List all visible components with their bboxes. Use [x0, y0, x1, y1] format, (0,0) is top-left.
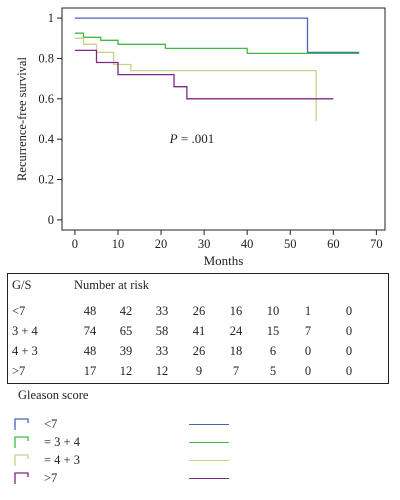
legend-item-line [189, 442, 229, 443]
plot-frame [61, 7, 386, 231]
x-tick-label: 60 [327, 237, 340, 251]
legend-item: >7 [14, 471, 394, 487]
risk-cell: 58 [155, 324, 169, 338]
risk-row-label: <7 [12, 304, 26, 318]
legend-item-line [189, 460, 229, 461]
risk-cell: 16 [229, 304, 243, 318]
risk-cell: 33 [155, 344, 169, 358]
risk-cell: 42 [119, 304, 133, 318]
legend-item-label: >7 [44, 471, 58, 485]
risk-cell: 48 [83, 304, 97, 318]
y-tick-label: 0.8 [38, 51, 54, 65]
step-line-icon [14, 436, 29, 448]
risk-cell: 74 [83, 324, 97, 338]
risk-cell: 26 [192, 344, 206, 358]
risk-cell: 24 [229, 324, 243, 338]
risk-cell: 0 [304, 344, 312, 358]
legend-item: <7 [14, 417, 394, 433]
risk-cell: 26 [192, 304, 206, 318]
risk-cell: 1 [304, 304, 312, 318]
risk-cell: 7 [232, 364, 240, 378]
x-tick-label: 40 [241, 237, 254, 251]
risk-cell: 10 [266, 304, 280, 318]
km-chart: 0 10 20 30 40 50 60 70 0 0.2 0.4 0.6 0.8 1 Months Recur… [15, 7, 386, 268]
risk-cell: 12 [155, 364, 169, 378]
risk-row-label: >7 [12, 364, 26, 378]
risk-cell: 0 [345, 364, 353, 378]
x-tick-label: 20 [155, 237, 168, 251]
y-tick-label: 0 [48, 213, 54, 227]
risk-cell: 12 [119, 364, 133, 378]
risk-cell: 6 [269, 344, 277, 358]
risk-table-header: Number at risk [74, 278, 149, 292]
x-tick-label: 50 [284, 237, 297, 251]
legend-item: = 3 + 4 [14, 435, 394, 451]
x-tick-label: 10 [112, 237, 125, 251]
risk-cell: 39 [119, 344, 133, 358]
risk-cell: 9 [195, 364, 203, 378]
risk-cell: 18 [229, 344, 243, 358]
legend-item-line [189, 478, 229, 479]
y-tick-label: 0.6 [38, 92, 54, 106]
legend-item-line [189, 424, 229, 425]
legend-title: Gleason score [18, 388, 89, 402]
risk-cell: 65 [119, 324, 133, 338]
series-line [74, 49, 334, 100]
risk-cell: 48 [83, 344, 97, 358]
y-tick-label: 0.2 [38, 173, 54, 187]
legend: Gleason score <7 = 3 + 4 = 4 + 3 >7 [14, 387, 394, 497]
risk-cell: 15 [266, 324, 280, 338]
y-tick-label: 0.4 [38, 132, 54, 146]
step-line-icon [14, 454, 29, 466]
risk-cell: 33 [155, 304, 169, 318]
risk-table: G/S Number at risk <7 48 42 33 26 16 10 1 0 3 + 4… [7, 273, 389, 384]
step-line-icon [14, 472, 29, 484]
risk-cell: 17 [83, 364, 97, 378]
risk-table-label-header: G/S [12, 278, 32, 292]
x-tick-label: 30 [198, 237, 211, 251]
legend-item-label: <7 [44, 417, 58, 431]
risk-cell: 0 [345, 324, 353, 338]
risk-cell: 0 [304, 364, 312, 378]
risk-cell: 5 [269, 364, 277, 378]
y-axis-label: Recurrence-free survival [15, 57, 29, 181]
risk-cell: 0 [345, 344, 353, 358]
y-tick-label: 1 [48, 11, 54, 25]
risk-cell: 7 [304, 324, 312, 338]
series-line [74, 32, 360, 55]
x-tick-label: 70 [370, 237, 383, 251]
risk-cell: 41 [192, 324, 206, 338]
risk-row-label: 3 + 4 [12, 324, 38, 338]
x-axis-label: Months [204, 253, 244, 268]
risk-row-label: 4 + 3 [12, 344, 38, 358]
series-line [74, 17, 360, 54]
legend-item: = 4 + 3 [14, 453, 394, 469]
legend-item-label: = 4 + 3 [44, 453, 80, 467]
legend-item-label: = 3 + 4 [44, 435, 80, 449]
risk-cell: 0 [345, 304, 353, 318]
p-value-annotation: P = .001 [169, 131, 215, 146]
series-line [74, 37, 317, 121]
x-tick-label: 0 [72, 237, 78, 251]
step-line-icon [14, 418, 29, 430]
